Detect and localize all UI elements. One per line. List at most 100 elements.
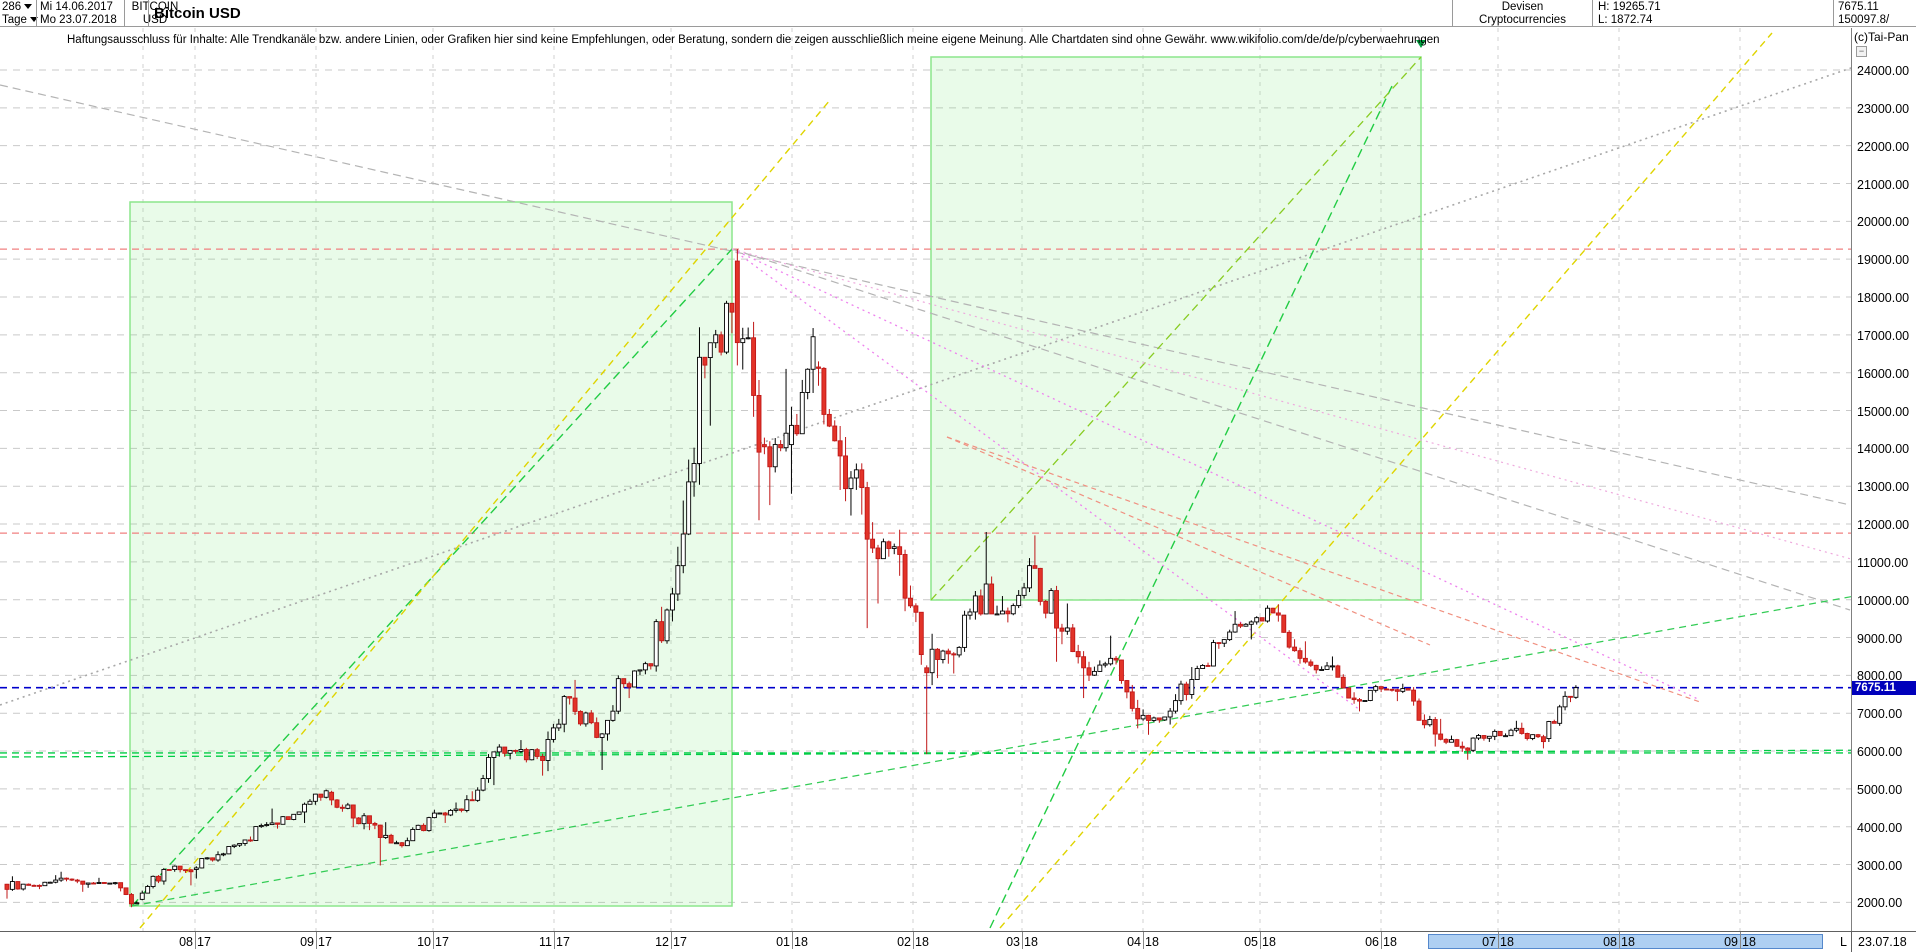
- price-axis-label: 6000.00: [1857, 745, 1903, 760]
- month-label-divider: [1498, 935, 1499, 949]
- month-label-divider: [316, 935, 317, 949]
- year-label: 18: [1383, 935, 1397, 949]
- month-tick: [1022, 932, 1023, 937]
- last-marker-label: L: [1840, 935, 1847, 949]
- last-date-label: 23.07.18: [1858, 935, 1907, 949]
- month-tick: [1143, 932, 1144, 937]
- month-label-divider: [1740, 935, 1741, 949]
- price-axis-label: 22000.00: [1857, 139, 1910, 154]
- market-group-cell: Devisen Cryptocurrencies: [1455, 0, 1590, 27]
- time-axis[interactable]: L 23.07.18 08 17 09 17 10 17 11 17 12 17 01 18 02 18 0…: [0, 931, 1916, 952]
- month-label-divider: [792, 935, 793, 949]
- month-label: 05: [1244, 935, 1258, 949]
- collapse-scale-icon[interactable]: −: [1856, 46, 1867, 57]
- price-axis-label: 15000.00: [1857, 404, 1910, 419]
- month-label: 09: [300, 935, 314, 949]
- month-label: 09: [1724, 935, 1738, 949]
- month-label: 11: [539, 935, 552, 949]
- year-label: 18: [1145, 935, 1159, 949]
- period-dropdown[interactable]: Tage: [2, 14, 38, 27]
- chart-plot-area[interactable]: Haftungsausschluss für Inhalte: Alle Tre…: [0, 28, 1916, 931]
- last-values-cell: 7675.11 150097.8/: [1838, 0, 1916, 27]
- secondary-value: 150097.8/: [1838, 14, 1890, 26]
- price-axis-label: 4000.00: [1857, 820, 1903, 835]
- price-axis-label: 5000.00: [1857, 782, 1903, 797]
- chevron-down-icon: [29, 17, 38, 23]
- month-label: 12: [655, 935, 669, 949]
- month-tick: [1381, 932, 1382, 937]
- candlestick-chart-canvas[interactable]: [0, 28, 1851, 931]
- header-divider: [1592, 0, 1593, 27]
- month-label: 08: [1603, 935, 1617, 949]
- month-tick: [913, 932, 914, 937]
- price-axis-label: 2000.00: [1857, 896, 1903, 911]
- price-axis-label: 18000.00: [1857, 291, 1910, 306]
- year-label: 18: [794, 935, 808, 949]
- price-axis[interactable]: 24000.00 23000.00 22000.00 21000.00 20000.00…: [1851, 28, 1916, 931]
- month-label-divider: [195, 935, 196, 949]
- month-label-divider: [433, 935, 434, 949]
- month-label-divider: [1619, 935, 1620, 949]
- price-axis-label: 13000.00: [1857, 480, 1910, 495]
- disclaimer-text: Haftungsausschluss für Inhalte: Alle Tre…: [67, 34, 1440, 46]
- month-tick: [316, 932, 317, 937]
- year-label: 18: [1500, 935, 1514, 949]
- date-to[interactable]: Mo 23.07.2018: [40, 14, 117, 26]
- symbol-line1: BITCOIN: [131, 1, 179, 13]
- month-label: 06: [1365, 935, 1379, 949]
- price-axis-label: 24000.00: [1857, 64, 1910, 78]
- last-price-tag: 7675.11: [1852, 680, 1916, 695]
- price-axis-label: 11000.00: [1857, 555, 1909, 570]
- month-tick: [1260, 932, 1261, 937]
- year-label: 17: [318, 935, 332, 949]
- year-label: 18: [1024, 935, 1038, 949]
- bar-count-dropdown[interactable]: 286: [2, 1, 36, 14]
- year-label: 18: [1621, 935, 1635, 949]
- year-label: 17: [197, 935, 211, 949]
- price-axis-label: 14000.00: [1857, 442, 1910, 457]
- copyright-label: (c)Tai-Pan: [1854, 30, 1909, 44]
- month-label: 08: [179, 935, 193, 949]
- year-label: 18: [915, 935, 929, 949]
- high-value: H: 19265.71: [1598, 1, 1661, 13]
- price-axis-label: 20000.00: [1857, 215, 1910, 230]
- month-label: 01: [776, 935, 790, 949]
- month-label-divider: [1381, 935, 1382, 949]
- price-axis-label: 16000.00: [1857, 366, 1910, 381]
- market-group-line2: Cryptocurrencies: [1479, 14, 1566, 26]
- header-bar: 286 Tage Mi 14.06.2017 Mo 23.07.2018 BIT…: [0, 0, 1916, 27]
- header-divider: [124, 0, 125, 27]
- high-low-cell: H: 19265.71 L: 1872.74: [1598, 0, 1830, 27]
- price-axis-label: 10000.00: [1857, 593, 1910, 608]
- month-label: 02: [897, 935, 911, 949]
- price-axis-label: 17000.00: [1857, 328, 1910, 343]
- month-label-divider: [913, 935, 914, 949]
- bar-count-period-cell: 286 Tage: [2, 0, 38, 27]
- price-axis-label: 19000.00: [1857, 253, 1910, 268]
- header-divider: [36, 0, 37, 27]
- month-label: 07: [1482, 935, 1496, 949]
- year-label: 17: [673, 935, 687, 949]
- chart-title: Bitcoin USD: [154, 5, 241, 22]
- date-from[interactable]: Mi 14.06.2017: [40, 1, 113, 13]
- market-group-line1: Devisen: [1501, 1, 1544, 13]
- month-tick: [671, 932, 672, 937]
- month-tick: [195, 932, 196, 937]
- month-tick: [554, 932, 555, 937]
- axis-corner-divider: [1851, 932, 1852, 952]
- year-label: 17: [435, 935, 449, 949]
- price-axis-label: 21000.00: [1857, 177, 1910, 192]
- month-label-divider: [1143, 935, 1144, 949]
- header-divider: [1833, 0, 1834, 27]
- month-label-divider: [1260, 935, 1261, 949]
- price-axis-label: 9000.00: [1857, 631, 1903, 646]
- month-tick: [433, 932, 434, 937]
- month-label-divider: [554, 935, 555, 949]
- month-label: 03: [1006, 935, 1020, 949]
- price-axis-label: 3000.00: [1857, 858, 1903, 873]
- header-divider: [148, 0, 149, 27]
- date-range-cell: Mi 14.06.2017 Mo 23.07.2018: [40, 0, 124, 27]
- future-range-highlight[interactable]: [1428, 934, 1823, 949]
- year-label: 18: [1742, 935, 1756, 949]
